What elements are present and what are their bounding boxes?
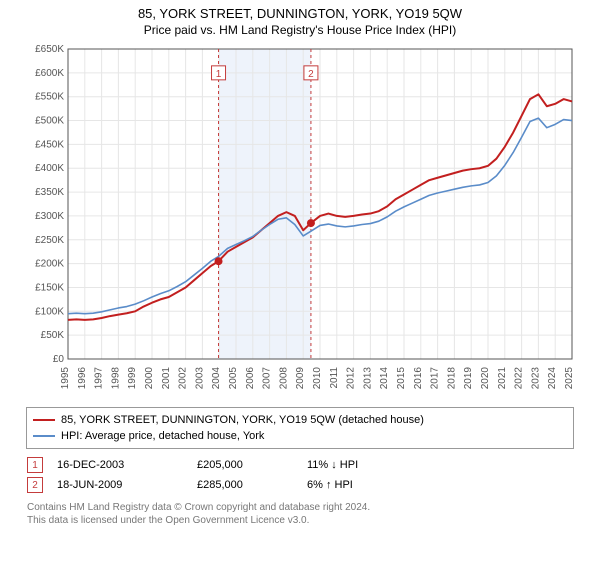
- footer-line: This data is licensed under the Open Gov…: [27, 514, 573, 527]
- svg-text:2020: 2020: [480, 367, 491, 390]
- event-badge: 2: [27, 477, 43, 493]
- svg-text:2000: 2000: [144, 367, 155, 390]
- title-sub: Price paid vs. HM Land Registry's House …: [0, 23, 600, 37]
- svg-text:2024: 2024: [547, 367, 558, 390]
- svg-text:£500K: £500K: [35, 116, 64, 127]
- legend-swatch: [33, 419, 55, 421]
- event-diff: 6% ↑ HPI: [307, 479, 417, 491]
- legend-item: 85, YORK STREET, DUNNINGTON, YORK, YO19 …: [33, 412, 567, 428]
- svg-text:£450K: £450K: [35, 139, 64, 150]
- svg-text:£550K: £550K: [35, 92, 64, 103]
- events-table: 1 16-DEC-2003 £205,000 11% ↓ HPI 2 18-JU…: [27, 455, 573, 495]
- svg-text:2003: 2003: [194, 367, 205, 390]
- legend-label: 85, YORK STREET, DUNNINGTON, YORK, YO19 …: [61, 414, 424, 426]
- event-date: 18-JUN-2009: [57, 479, 197, 491]
- event-row: 1 16-DEC-2003 £205,000 11% ↓ HPI: [27, 455, 573, 475]
- svg-text:2016: 2016: [413, 367, 424, 390]
- event-date: 16-DEC-2003: [57, 459, 197, 471]
- title-main: 85, YORK STREET, DUNNINGTON, YORK, YO19 …: [0, 6, 600, 21]
- svg-text:2021: 2021: [497, 367, 508, 390]
- svg-text:2: 2: [308, 69, 314, 80]
- svg-text:2009: 2009: [295, 367, 306, 390]
- svg-text:2014: 2014: [379, 367, 390, 390]
- legend-item: HPI: Average price, detached house, York: [33, 428, 567, 444]
- svg-text:2002: 2002: [178, 367, 189, 390]
- svg-text:2025: 2025: [564, 367, 575, 390]
- svg-text:£0: £0: [53, 354, 65, 365]
- event-price: £285,000: [197, 479, 307, 491]
- svg-text:1996: 1996: [77, 367, 88, 390]
- svg-text:2008: 2008: [278, 367, 289, 390]
- event-diff: 11% ↓ HPI: [307, 459, 417, 471]
- svg-text:1997: 1997: [94, 367, 105, 390]
- svg-text:2015: 2015: [396, 367, 407, 390]
- svg-text:1: 1: [216, 69, 222, 80]
- svg-text:1999: 1999: [127, 367, 138, 390]
- svg-text:£50K: £50K: [41, 330, 65, 341]
- svg-text:2005: 2005: [228, 367, 239, 390]
- event-badge: 1: [27, 457, 43, 473]
- svg-text:2006: 2006: [245, 367, 256, 390]
- svg-text:2017: 2017: [430, 367, 441, 390]
- svg-text:£350K: £350K: [35, 187, 64, 198]
- svg-text:1998: 1998: [110, 367, 121, 390]
- legend: 85, YORK STREET, DUNNINGTON, YORK, YO19 …: [26, 407, 574, 449]
- legend-swatch: [33, 435, 55, 437]
- svg-text:2019: 2019: [463, 367, 474, 390]
- svg-text:2012: 2012: [346, 367, 357, 390]
- svg-text:2013: 2013: [362, 367, 373, 390]
- event-price: £205,000: [197, 459, 307, 471]
- event-row: 2 18-JUN-2009 £285,000 6% ↑ HPI: [27, 475, 573, 495]
- svg-text:£150K: £150K: [35, 282, 64, 293]
- svg-text:£100K: £100K: [35, 306, 64, 317]
- svg-text:2018: 2018: [446, 367, 457, 390]
- svg-text:2022: 2022: [514, 367, 525, 390]
- svg-text:2011: 2011: [329, 367, 340, 389]
- svg-text:2023: 2023: [530, 367, 541, 390]
- svg-text:2001: 2001: [161, 367, 172, 390]
- svg-text:£300K: £300K: [35, 211, 64, 222]
- svg-text:£600K: £600K: [35, 68, 64, 79]
- svg-text:£200K: £200K: [35, 259, 64, 270]
- svg-text:£400K: £400K: [35, 163, 64, 174]
- svg-text:£650K: £650K: [35, 44, 64, 55]
- svg-text:1995: 1995: [60, 367, 71, 390]
- svg-text:2010: 2010: [312, 367, 323, 390]
- legend-label: HPI: Average price, detached house, York: [61, 430, 264, 442]
- footer: Contains HM Land Registry data © Crown c…: [27, 501, 573, 527]
- svg-text:£250K: £250K: [35, 235, 64, 246]
- footer-line: Contains HM Land Registry data © Crown c…: [27, 501, 573, 514]
- price-chart: £0 £50K £100K £150K £200K £250K £300K £350K £400…: [20, 43, 580, 403]
- svg-text:2004: 2004: [211, 367, 222, 390]
- svg-text:2007: 2007: [262, 367, 273, 390]
